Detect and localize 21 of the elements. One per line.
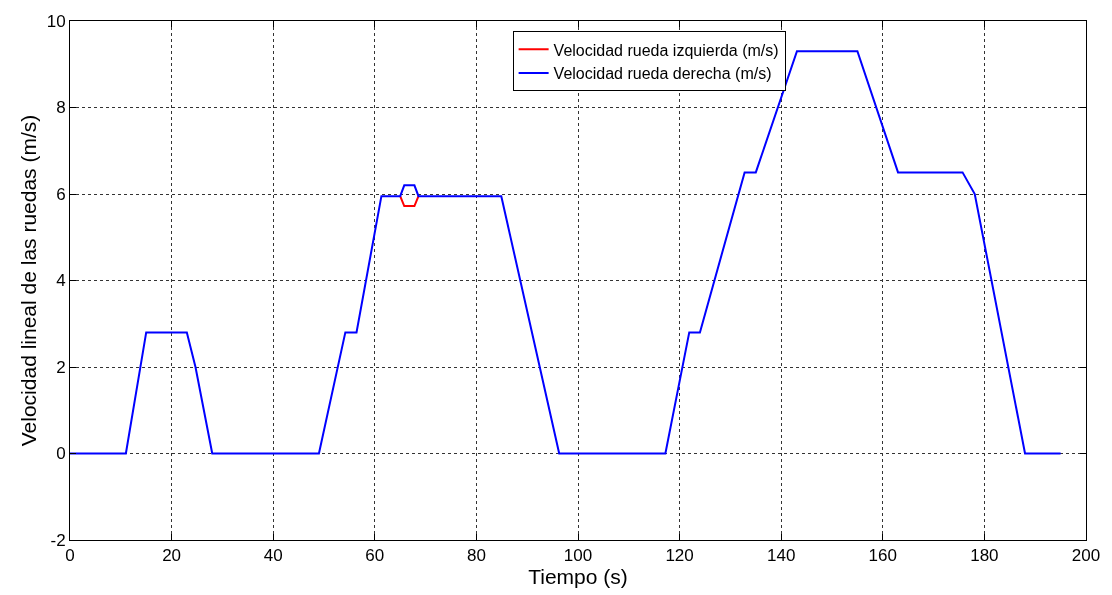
x-tick-label: 200 [1071,546,1101,566]
x-tick-label: 20 [162,546,182,566]
x-tick-label: 180 [970,546,999,566]
x-tick-label: 120 [665,546,694,566]
legend-label: Velocidad rueda izquierda (m/s) [553,41,779,59]
legend-label: Velocidad rueda derecha (m/s) [553,65,772,83]
y-tick-label: 0 [56,444,66,464]
y-axis-title: Velocidad lineal de las ruedas (m/s) [16,114,40,447]
x-tick-label: 80 [466,546,486,566]
y-tick-label: 2 [56,357,66,377]
x-tick-label: 100 [563,546,593,566]
x-tick-label: 60 [365,546,385,566]
y-tick-label: 8 [56,98,66,118]
x-tick-label: 140 [767,546,796,566]
x-tick-label: 160 [868,546,897,566]
x-tick-label: 40 [263,546,283,566]
y-tick-label: 10 [46,11,66,31]
y-tick-label: 6 [56,184,66,204]
y-tick-label: 4 [56,271,66,291]
y-tick-label: -2 [50,530,66,550]
x-axis-title: Tiempo (s) [528,565,628,589]
